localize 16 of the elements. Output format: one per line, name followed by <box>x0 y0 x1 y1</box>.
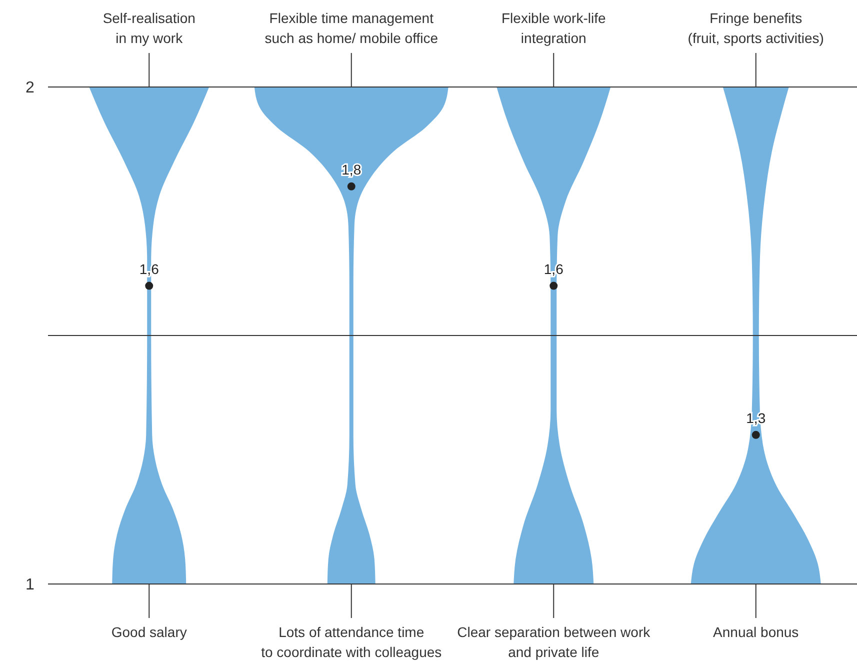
data-label: 1,8 <box>342 161 362 178</box>
x-tick-label: Lots of attendance time to coordinate with colleagues <box>261 624 442 660</box>
point <box>145 282 154 290</box>
text: Flexible work-life integration <box>502 10 606 46</box>
text: Flexible time management such as home/ mobile office <box>264 10 438 46</box>
y-tick-label: 1 <box>26 576 35 594</box>
x-tick-label: Good salary <box>111 624 187 640</box>
point <box>752 430 760 439</box>
point <box>347 182 356 190</box>
point <box>550 282 558 290</box>
data-label: 1,3 <box>746 410 766 426</box>
x-tick-label: Clear separation between work and private life <box>457 624 652 660</box>
text: Fringe benefits (fruit, sports activities) <box>688 10 824 46</box>
y-tick-label: 2 <box>26 80 35 97</box>
text: Self-realisation in my work <box>102 10 196 46</box>
x-tick-label: Annual bonus <box>713 624 799 640</box>
